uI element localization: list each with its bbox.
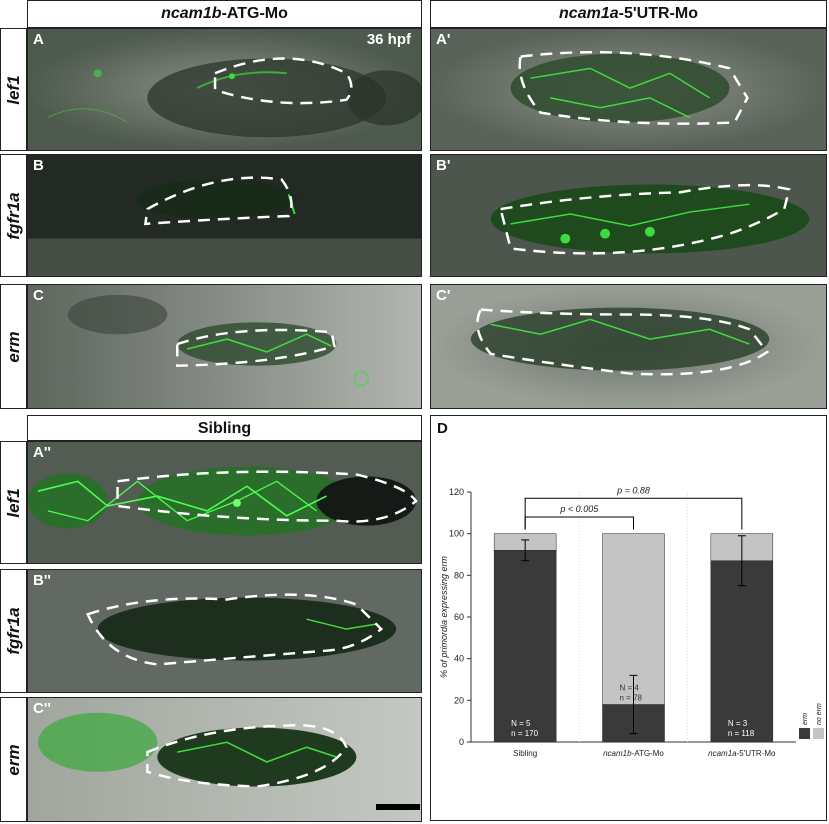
header-sibling: Sibling (27, 415, 422, 441)
panel-b2-label: B'' (33, 572, 51, 589)
bar-erm (710, 560, 774, 743)
panel-a-image (28, 29, 421, 150)
panel-b1-image (431, 155, 826, 276)
scale-bar (376, 804, 420, 810)
y-tick-label: 120 (449, 487, 464, 497)
panel-b1-label: B' (436, 157, 451, 174)
panel-a1-micrograph: A' (430, 28, 827, 151)
row-label-lef1-sibling-text: lef1 (3, 487, 23, 518)
panel-a2-micrograph: A'' (27, 441, 422, 564)
panel-b1-micrograph: B' (430, 154, 827, 277)
row-label-lef1-sibling: lef1 (0, 441, 27, 564)
row-label-fgfr1a-text: fgfr1a (3, 191, 23, 240)
annotation-n: n = 170 (511, 729, 538, 738)
legend-label-no-erm: no erm (816, 703, 823, 725)
legend-swatch-erm (799, 728, 810, 739)
header-ncam1a-rest: -5'UTR-Mo (618, 5, 698, 22)
panel-a2-image (28, 442, 421, 563)
legend-swatch-no-erm (813, 728, 824, 739)
panel-b2-image (28, 570, 421, 692)
row-label-erm-sibling-text: erm (3, 743, 23, 776)
panel-a2-label: A'' (33, 444, 51, 461)
panel-c1-label: C' (436, 287, 451, 304)
panel-b-micrograph: B (27, 154, 422, 277)
row-label-lef1: lef1 (0, 28, 27, 151)
panel-c-label: C (33, 287, 44, 304)
annotation-n: n = 78 (620, 694, 643, 703)
row-label-fgfr1a: fgfr1a (0, 154, 27, 277)
legend-label-erm: erm (802, 713, 809, 725)
annotation-N: N = 4 (620, 684, 640, 693)
row-label-erm-text: erm (3, 330, 23, 363)
panel-c-image (28, 285, 421, 408)
y-axis-label: % of primordia expressing erm (439, 555, 449, 678)
x-tick-label: ncam1b-ATG-Mo (603, 749, 664, 758)
panel-c-micrograph: C (27, 284, 422, 409)
header-ncam1b-italic: ncam1b (161, 5, 222, 22)
panel-a-micrograph: A 36 hpf (27, 28, 422, 151)
x-tick-label: Sibling (513, 749, 537, 758)
significance-bracket (524, 497, 743, 530)
row-label-fgfr1a-sibling-text: fgfr1a (3, 607, 23, 655)
panel-b-label: B (33, 157, 44, 174)
annotation-N: N = 5 (511, 719, 531, 728)
annotation-n: n = 118 (728, 729, 755, 738)
panel-c2-micrograph: C'' (27, 697, 422, 822)
erm-expression-bar-chart: 0 20 40 60 80 100 120 % of primordia expressing… (439, 485, 824, 758)
y-tick-label: 100 (449, 529, 464, 539)
significance-bracket (524, 516, 634, 530)
row-label-erm: erm (0, 284, 27, 409)
panel-c1-micrograph: C' (430, 284, 827, 409)
panel-c1-image (431, 285, 826, 408)
panel-d-label: D (437, 420, 448, 437)
panel-b-image (28, 155, 421, 276)
header-ncam1a-utr-mo: ncam1a-5'UTR-Mo (430, 0, 827, 28)
panel-a-label: A (33, 31, 44, 48)
y-tick-label: 0 (459, 737, 464, 747)
panel-b2-micrograph: B'' (27, 569, 422, 693)
header-ncam1b-atg-mo: ncam1b-ATG-Mo (27, 0, 422, 28)
y-tick-label: 80 (454, 570, 464, 580)
row-label-erm-sibling: erm (0, 697, 27, 822)
header-ncam1a-italic: ncam1a (559, 5, 619, 22)
x-tick-label: ncam1a-5'UTR-Mo (708, 749, 776, 758)
panel-a1-label: A' (436, 31, 451, 48)
header-ncam1b-rest: -ATG-Mo (221, 5, 288, 22)
panel-d-chart: D 0 20 40 60 80 100 120 % of primordia expressi… (430, 415, 827, 821)
y-tick-label: 60 (454, 612, 464, 622)
y-tick-label: 20 (454, 695, 464, 705)
y-tick-label: 40 (454, 654, 464, 664)
significance-label: p = 0.88 (616, 485, 650, 495)
panel-c2-image (28, 698, 421, 821)
row-label-lef1-text: lef1 (3, 74, 23, 105)
annotation-N: N = 3 (728, 719, 748, 728)
significance-label: p < 0.005 (559, 504, 599, 514)
panel-a1-image (431, 29, 826, 150)
bar-erm (493, 550, 557, 743)
timepoint-label: 36 hpf (366, 31, 411, 48)
row-label-fgfr1a-sibling: fgfr1a (0, 569, 27, 693)
panel-c2-label: C'' (33, 700, 51, 717)
